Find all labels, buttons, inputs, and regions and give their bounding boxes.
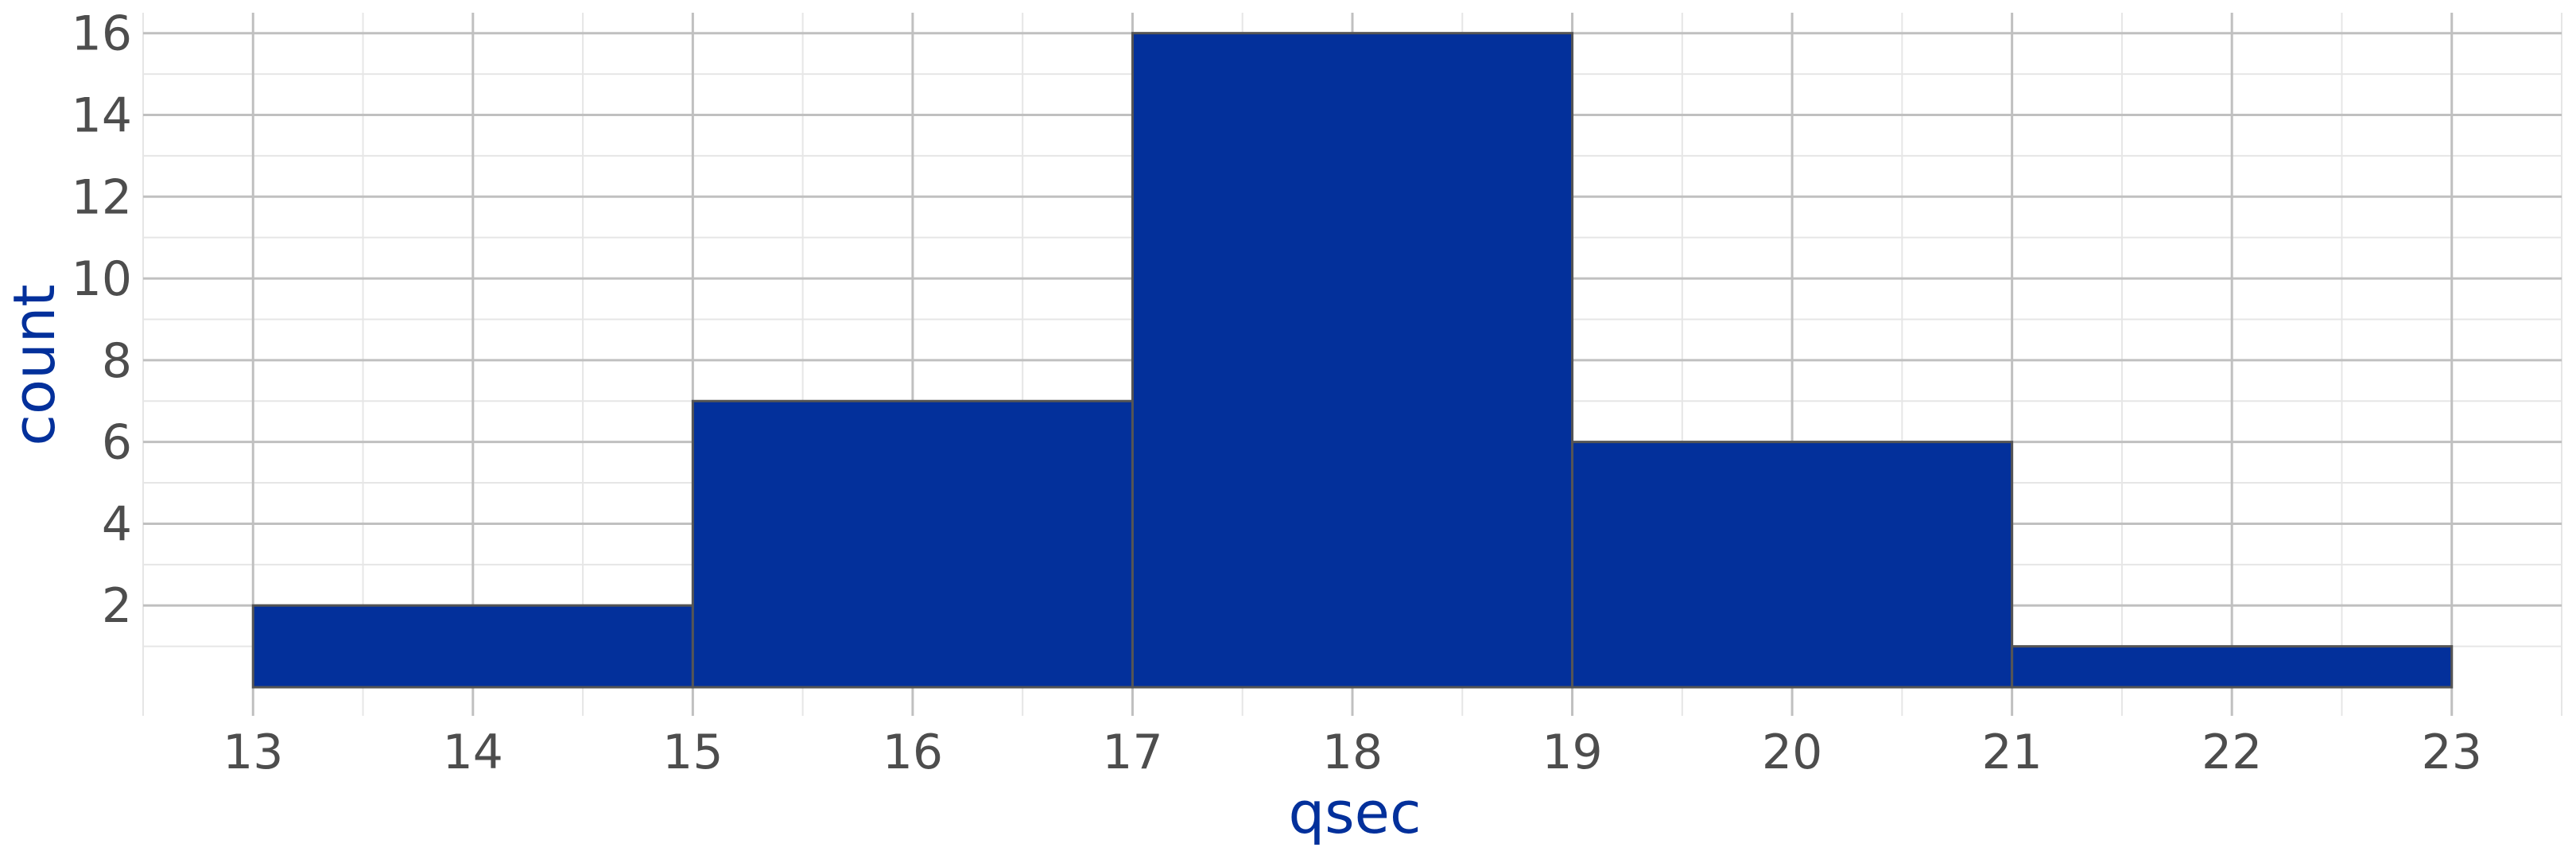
x-tick-label: 13: [223, 725, 283, 780]
x-tick-label: 15: [662, 725, 723, 780]
y-tick-label: 6: [102, 415, 132, 471]
x-tick-label: 16: [883, 725, 943, 780]
y-tick-label: 14: [72, 87, 132, 143]
y-tick-label: 4: [102, 496, 132, 552]
x-tick-label: 19: [1542, 725, 1602, 780]
histogram-bar: [691, 399, 1134, 689]
y-axis-tick-labels: 2 4 6 8 10 12 14 16: [72, 6, 132, 635]
histogram-bar: [251, 604, 694, 689]
x-tick-label: 22: [2202, 725, 2262, 780]
y-tick-label: 16: [72, 6, 132, 62]
y-tick-label: 2: [102, 578, 132, 634]
x-tick-label: 20: [1762, 725, 1822, 780]
histogram-bar: [2011, 645, 2454, 689]
x-axis-title: qsec: [1288, 779, 1421, 846]
x-tick-label: 23: [2422, 725, 2482, 780]
histogram-bar: [1571, 441, 2014, 689]
y-tick-label: 10: [72, 251, 132, 307]
y-axis-title: count: [1, 284, 68, 445]
histogram-bars: [251, 32, 2454, 689]
x-tick-label: 14: [443, 725, 503, 780]
x-tick-label: 21: [1981, 725, 2042, 780]
histogram-bar: [1131, 32, 1574, 689]
y-tick-label: 12: [72, 169, 132, 225]
y-tick-label: 8: [102, 333, 132, 389]
x-tick-label: 18: [1322, 725, 1383, 780]
x-tick-label: 17: [1102, 725, 1162, 780]
x-axis-tick-labels: 13 14 15 16 17 18 19 20 21 22 23: [223, 725, 2482, 780]
